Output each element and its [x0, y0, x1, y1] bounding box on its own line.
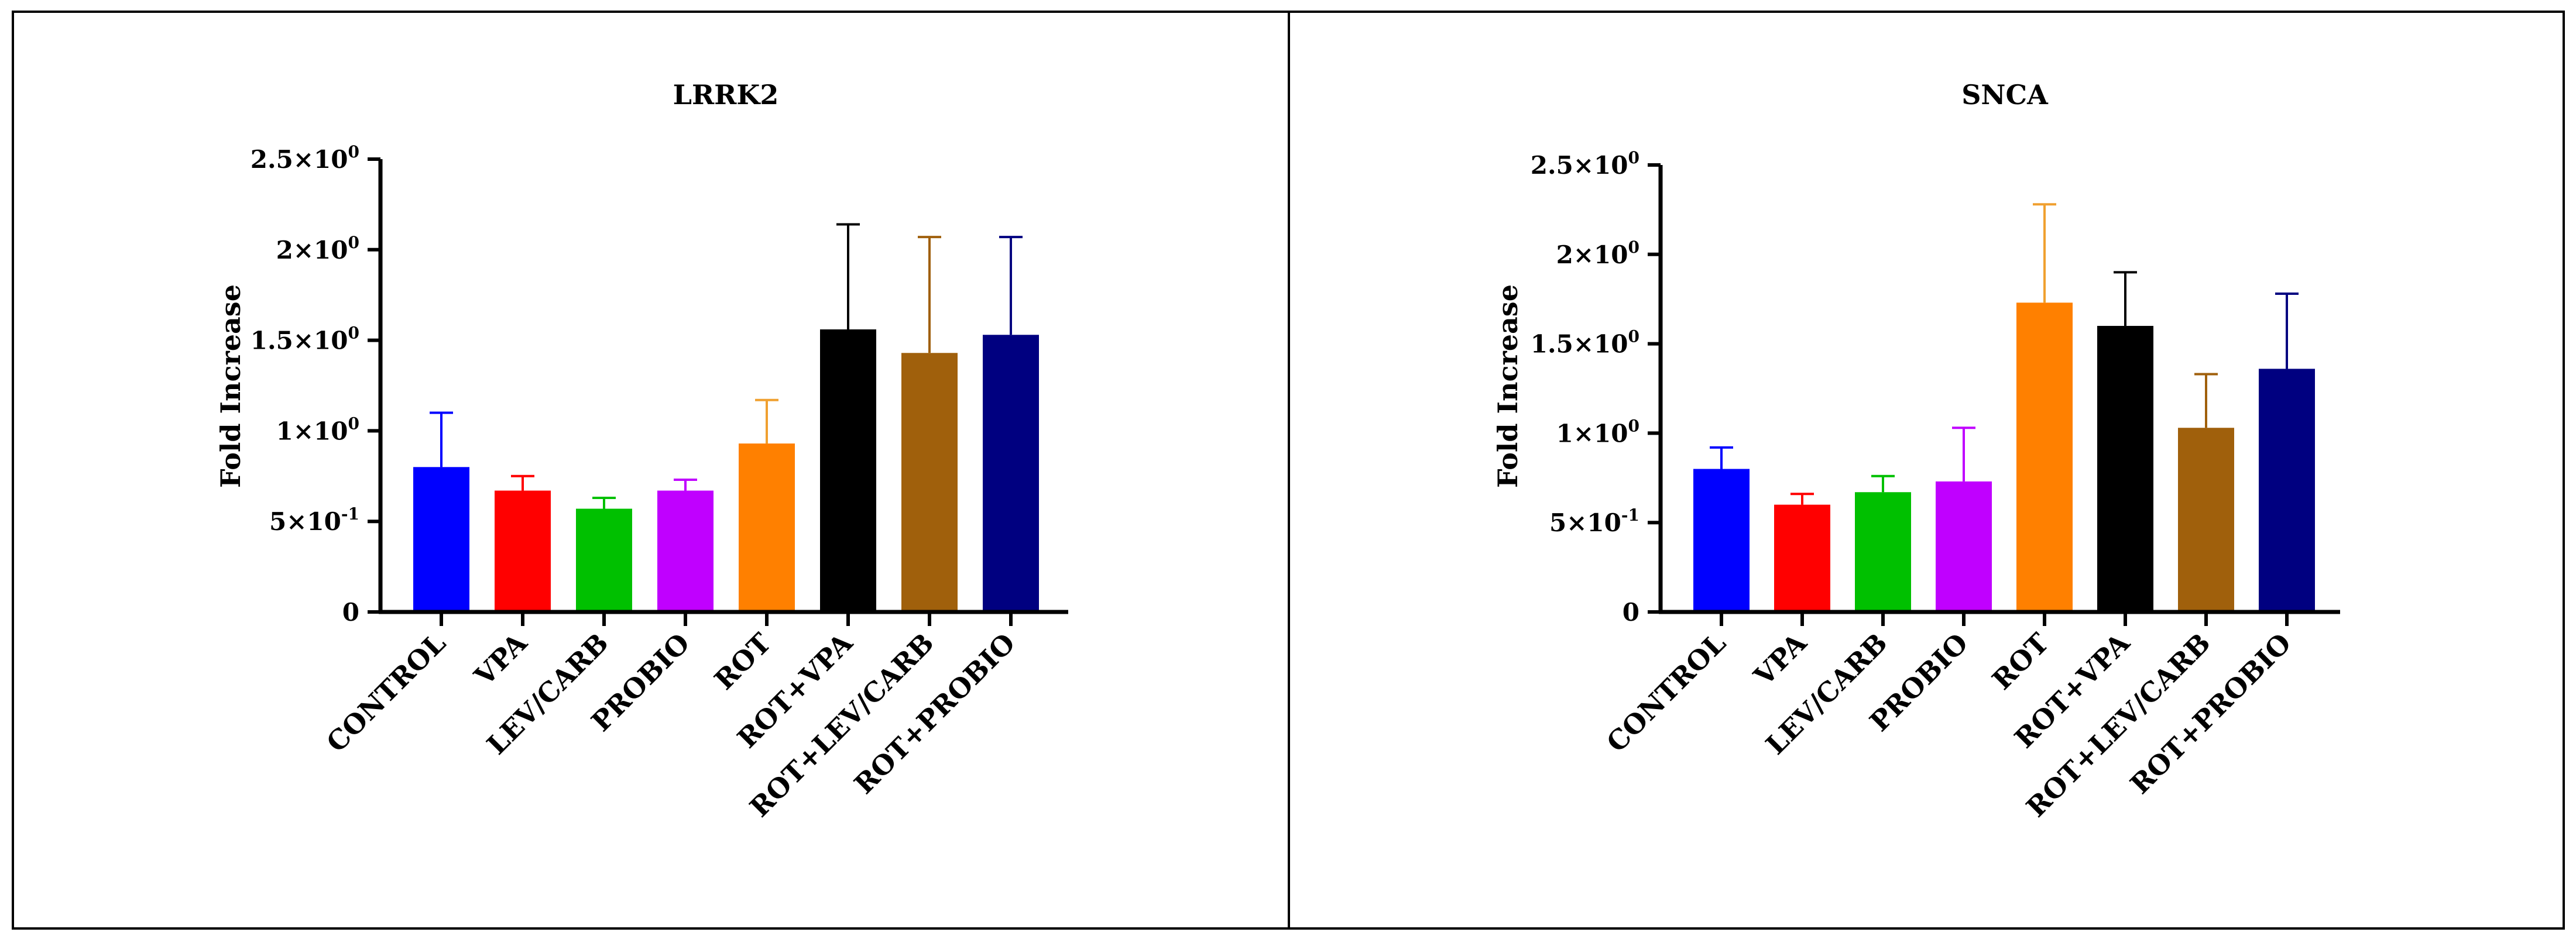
- bar: [413, 467, 469, 612]
- bar: [1774, 504, 1830, 612]
- bar: [901, 353, 958, 612]
- bar: [576, 508, 632, 612]
- bar: [2016, 302, 2073, 612]
- y-tick-label: 1.5×100: [1531, 327, 1639, 359]
- bar: [739, 443, 795, 612]
- y-tick-label: 2.5×100: [1531, 148, 1639, 180]
- y-axis-label: Fold Increase: [215, 284, 246, 488]
- bar: [1855, 492, 1911, 612]
- y-tick-label: 5×10-1: [269, 504, 359, 536]
- y-tick-label: 1×100: [276, 414, 359, 445]
- bar: [1936, 481, 1992, 612]
- y-tick-label: 2×100: [1556, 238, 1639, 269]
- y-tick-label: 1×100: [1556, 416, 1639, 448]
- y-tick-label: 0: [1623, 598, 1639, 627]
- bar: [1693, 469, 1750, 612]
- chart-title: LRRK2: [673, 79, 779, 111]
- bar: [2097, 326, 2153, 612]
- bar: [983, 335, 1039, 612]
- y-axis-label: Fold Increase: [1492, 284, 1524, 488]
- y-tick-label: 2×100: [276, 233, 359, 264]
- bar: [657, 490, 714, 612]
- chart-title: SNCA: [1961, 79, 2049, 111]
- y-tick-label: 1.5×100: [251, 324, 359, 355]
- panel-frame-lrrk2: [12, 11, 1290, 930]
- y-tick-label: 2.5×100: [251, 142, 359, 174]
- bar: [2259, 369, 2315, 612]
- bar: [2178, 428, 2234, 612]
- y-tick-label: 0: [342, 598, 359, 627]
- panel-frame-snca: [1288, 11, 2565, 930]
- bar: [820, 329, 876, 612]
- y-tick-label: 5×10-1: [1549, 505, 1639, 537]
- bar: [495, 490, 551, 612]
